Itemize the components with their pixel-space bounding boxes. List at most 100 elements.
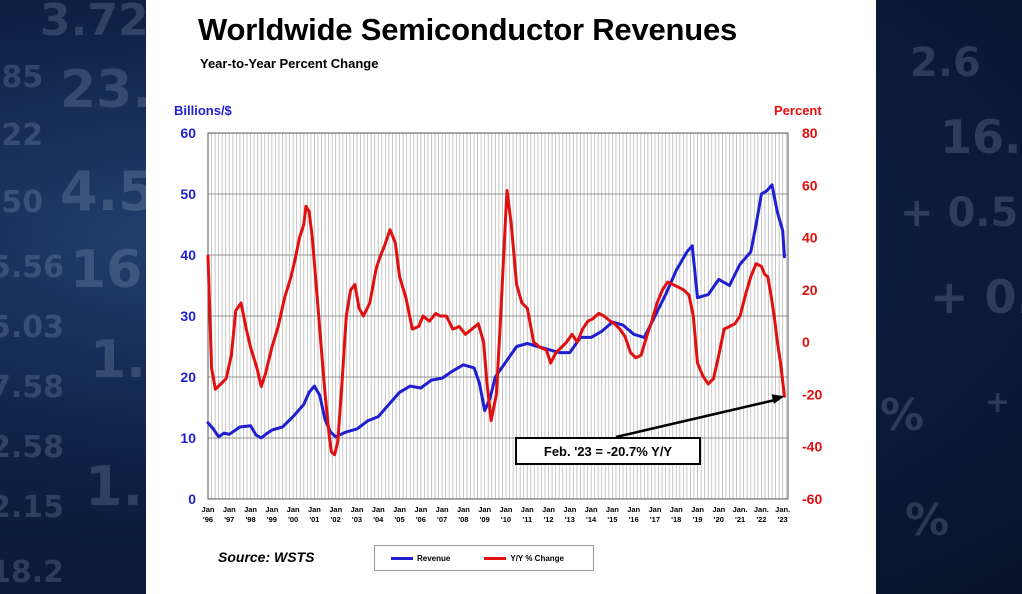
x-tick-top: Jan bbox=[223, 505, 236, 514]
x-tick-bottom: '06 bbox=[416, 515, 426, 524]
x-tick-top: Jan bbox=[414, 505, 427, 514]
background-number: 1. bbox=[85, 455, 144, 518]
background-number: .22 bbox=[0, 118, 44, 153]
background-number: 2.15 bbox=[0, 490, 65, 525]
background-number: 2.6 bbox=[910, 40, 981, 86]
yoy-line bbox=[206, 189, 786, 457]
x-tick-top: Jan bbox=[329, 505, 342, 514]
annotation-callout: Feb. '23 = -20.7% Y/Y bbox=[515, 437, 701, 465]
x-tick-bottom: '97 bbox=[224, 515, 234, 524]
x-tick-top: Jan. bbox=[733, 505, 748, 514]
x-tick-top: Jan bbox=[457, 505, 470, 514]
x-tick-bottom: '99 bbox=[267, 515, 277, 524]
legend-label-revenue: Revenue bbox=[417, 553, 451, 563]
x-tick-top: Jan bbox=[287, 505, 300, 514]
background-number: 18.2 bbox=[0, 555, 65, 590]
chart-title: Worldwide Semiconductor Revenues bbox=[198, 12, 738, 47]
background-number: .85 bbox=[0, 60, 44, 95]
x-tick-bottom: '11 bbox=[522, 515, 532, 524]
background-number: .50 bbox=[0, 185, 44, 220]
x-tick-bottom: '02 bbox=[331, 515, 341, 524]
x-tick-bottom: '05 bbox=[394, 515, 404, 524]
legend-swatch-yoy bbox=[484, 556, 507, 560]
background-number: 16 bbox=[70, 240, 143, 300]
background-number: 16.6 bbox=[940, 110, 1022, 164]
x-tick-bottom: '21 bbox=[735, 515, 745, 524]
x-tick-top: Jan bbox=[542, 505, 555, 514]
left-axis-label: Billions/$ bbox=[174, 103, 232, 118]
legend: Revenue Y/Y % Change bbox=[374, 545, 594, 571]
x-tick-bottom: '15 bbox=[607, 515, 617, 524]
right-axis-label: Percent bbox=[774, 103, 822, 118]
x-tick-bottom: '98 bbox=[245, 515, 255, 524]
y-tick-right: 80 bbox=[802, 125, 818, 141]
x-tick-top: Jan bbox=[393, 505, 406, 514]
x-tick-bottom: '18 bbox=[671, 515, 681, 524]
plot-frame bbox=[207, 132, 789, 500]
background-number: % bbox=[880, 390, 925, 441]
background-number: + bbox=[985, 385, 1011, 420]
x-tick-bottom: '16 bbox=[629, 515, 639, 524]
y-tick-right: -60 bbox=[802, 491, 822, 507]
background-number: + 0.5 bbox=[900, 190, 1019, 236]
slide: Worldwide Semiconductor Revenues Year-to… bbox=[146, 0, 876, 594]
x-tick-top: Jan bbox=[244, 505, 257, 514]
x-tick-bottom: '01 bbox=[309, 515, 319, 524]
y-tick-right: 0 bbox=[802, 334, 810, 350]
y-tick-left: 40 bbox=[180, 247, 196, 263]
x-tick-top: Jan bbox=[436, 505, 449, 514]
y-tick-right: 40 bbox=[802, 230, 818, 246]
x-tick-top: Jan bbox=[500, 505, 513, 514]
x-tick-top: Jan bbox=[308, 505, 321, 514]
annotation-arrowhead bbox=[771, 394, 785, 404]
x-tick-top: Jan bbox=[691, 505, 704, 514]
background-number: + 0. bbox=[930, 270, 1022, 324]
x-tick-top: Jan bbox=[670, 505, 683, 514]
background-number: 5.56 bbox=[0, 250, 65, 285]
x-tick-top: Jan bbox=[202, 505, 215, 514]
x-tick-bottom: '23 bbox=[778, 515, 788, 524]
x-tick-bottom: '07 bbox=[437, 515, 447, 524]
y-tick-left: 10 bbox=[180, 430, 196, 446]
x-tick-bottom: '14 bbox=[586, 515, 597, 524]
source-note: Source: WSTS bbox=[218, 549, 315, 565]
y-tick-right: -20 bbox=[802, 386, 822, 402]
x-tick-top: Jan bbox=[478, 505, 491, 514]
x-tick-bottom: '10 bbox=[501, 515, 511, 524]
x-tick-bottom: '08 bbox=[458, 515, 468, 524]
chart-plot: 0102030405060-60-40-20020406080Jan'96Jan… bbox=[180, 125, 822, 524]
y-tick-left: 60 bbox=[180, 125, 196, 141]
background-number: % bbox=[905, 495, 950, 546]
legend-item-revenue: Revenue bbox=[391, 554, 450, 563]
x-tick-bottom: '96 bbox=[203, 515, 213, 524]
x-tick-top: Jan bbox=[649, 505, 662, 514]
x-tick-bottom: '09 bbox=[480, 515, 490, 524]
x-tick-top: Jan bbox=[585, 505, 598, 514]
x-tick-bottom: '00 bbox=[288, 515, 298, 524]
background-number: 4.5 bbox=[60, 160, 156, 223]
background-number: 5.03 bbox=[0, 310, 65, 345]
background-number: 7.58 bbox=[0, 370, 65, 405]
x-tick-top: Jan bbox=[372, 505, 385, 514]
legend-swatch-revenue bbox=[391, 556, 413, 560]
x-tick-top: Jan bbox=[521, 505, 534, 514]
x-tick-bottom: '13 bbox=[565, 515, 575, 524]
annotation-arrow bbox=[615, 398, 779, 439]
y-tick-right: -40 bbox=[802, 439, 822, 455]
revenue-line bbox=[206, 183, 786, 440]
x-tick-bottom: '04 bbox=[373, 515, 384, 524]
x-tick-top: Jan bbox=[265, 505, 278, 514]
x-tick-top: Jan bbox=[563, 505, 576, 514]
legend-label-yoy: Y/Y % Change bbox=[510, 553, 565, 563]
x-tick-top: Jan bbox=[606, 505, 619, 514]
x-tick-bottom: '12 bbox=[543, 515, 553, 524]
x-tick-top: Jan bbox=[627, 505, 640, 514]
x-tick-top: Jan bbox=[712, 505, 725, 514]
y-tick-left: 0 bbox=[188, 491, 196, 507]
chart-subtitle: Year-to-Year Percent Change bbox=[200, 56, 379, 71]
x-tick-top: Jan bbox=[351, 505, 364, 514]
x-tick-bottom: '20 bbox=[714, 515, 724, 524]
y-tick-right: 60 bbox=[802, 177, 818, 193]
background-number: 2.58 bbox=[0, 430, 65, 465]
x-tick-bottom: '22 bbox=[756, 515, 766, 524]
